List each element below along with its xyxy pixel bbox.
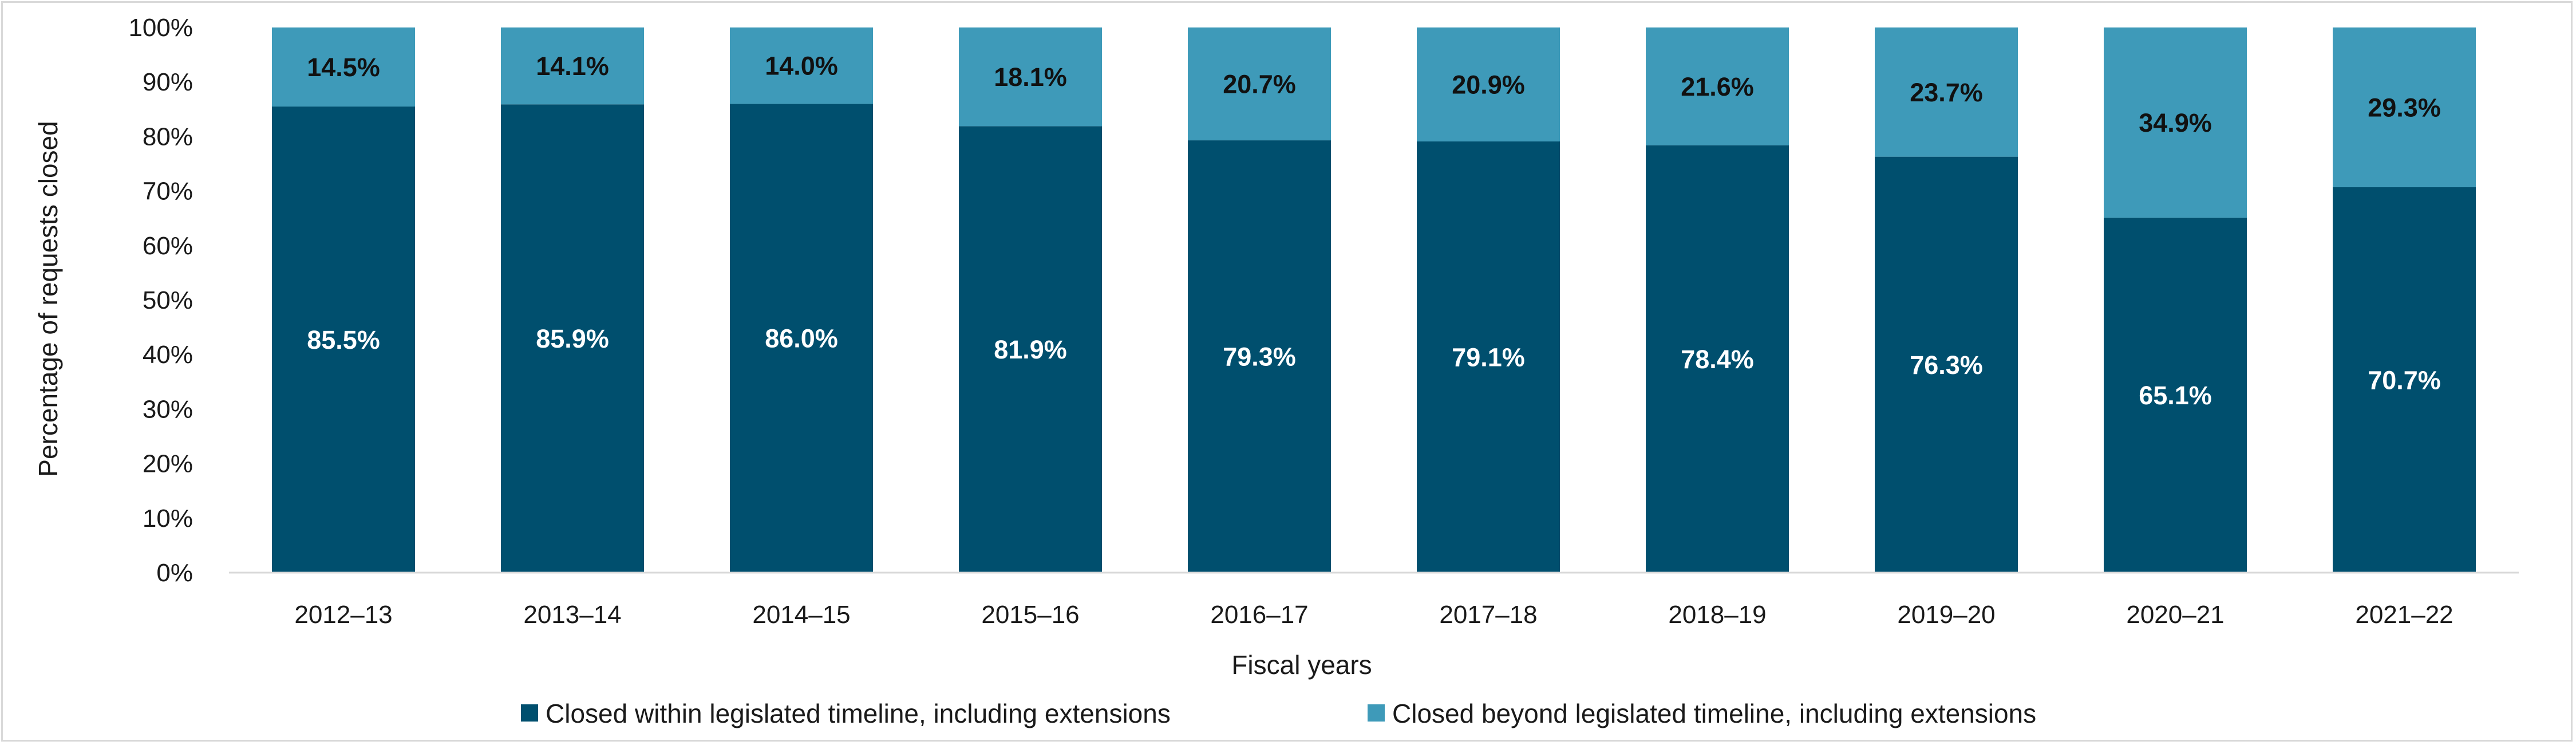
bar-beyond-timeline xyxy=(1875,27,2018,157)
data-label-within: 79.1% xyxy=(1452,342,1525,372)
bar-within-timeline xyxy=(1646,145,1789,573)
bar-within-timeline xyxy=(1875,156,2018,573)
data-label-beyond: 14.1% xyxy=(536,52,609,81)
bar-within-timeline xyxy=(2333,187,2476,573)
data-label-beyond: 20.7% xyxy=(1223,70,1296,99)
x-tick-label: 2017–18 xyxy=(1439,601,1537,629)
bar-within-timeline xyxy=(1188,140,1331,573)
bar-within-timeline xyxy=(2104,218,2247,573)
bar-beyond-timeline xyxy=(2104,27,2247,218)
x-tick-label: 2016–17 xyxy=(1210,601,1308,629)
x-tick-label: 2018–19 xyxy=(1668,601,1766,629)
y-tick-label: 80% xyxy=(143,123,193,151)
bar-beyond-timeline xyxy=(1646,27,1789,145)
y-tick-label: 0% xyxy=(156,559,193,587)
legend-label-beyond: Closed beyond legislated timeline, inclu… xyxy=(1392,699,2036,728)
data-label-beyond: 14.5% xyxy=(307,53,380,82)
data-label-within: 76.3% xyxy=(1910,350,1983,380)
y-tick-label: 20% xyxy=(143,450,193,478)
legend-swatch-within xyxy=(521,704,538,722)
data-label-within: 85.9% xyxy=(536,324,609,353)
x-tick-label: 2012–13 xyxy=(294,601,392,629)
y-tick-label: 90% xyxy=(143,68,193,96)
data-label-beyond: 18.1% xyxy=(994,62,1067,92)
y-tick-label: 70% xyxy=(143,178,193,206)
x-tick-label: 2015–16 xyxy=(981,601,1079,629)
y-axis-ticks: 0% 10% 20% 30% 40% 50% 60% 70% 80% 90% 100% xyxy=(128,14,193,587)
data-label-within: 86.0% xyxy=(765,324,838,353)
bar-within-timeline xyxy=(959,126,1102,573)
legend-label-within: Closed within legislated timeline, inclu… xyxy=(546,699,1171,728)
data-label-beyond: 29.3% xyxy=(2368,93,2441,122)
data-label-within: 81.9% xyxy=(994,335,1067,364)
bar-within-timeline xyxy=(1417,141,1560,573)
x-tick-label: 2021–22 xyxy=(2355,601,2453,629)
x-tick-label: 2014–15 xyxy=(752,601,850,629)
bar-beyond-timeline xyxy=(1417,27,1560,141)
data-label-within: 65.1% xyxy=(2139,381,2212,410)
y-tick-label: 60% xyxy=(143,232,193,260)
bars: 85.5% 14.5% 85.9% 14.1% 86.0% 14.0% 81.9% 18.1%… xyxy=(272,27,2476,573)
bar-beyond-timeline xyxy=(272,27,415,107)
x-tick-label: 2019–20 xyxy=(1897,601,1995,629)
y-tick-label: 100% xyxy=(128,14,193,42)
bar-within-timeline xyxy=(272,107,415,573)
y-tick-label: 50% xyxy=(143,286,193,314)
data-label-within: 79.3% xyxy=(1223,342,1296,372)
y-axis-title: Percentage of requests closed xyxy=(33,121,63,476)
bar-beyond-timeline xyxy=(730,27,873,104)
y-tick-label: 30% xyxy=(143,395,193,423)
bar-beyond-timeline xyxy=(501,27,644,105)
bar-beyond-timeline xyxy=(1188,27,1331,141)
x-axis-title: Fiscal years xyxy=(1231,650,1372,680)
legend: Closed within legislated timeline, inclu… xyxy=(521,699,2036,728)
data-label-within: 70.7% xyxy=(2368,365,2441,395)
bar-within-timeline xyxy=(730,104,873,573)
data-label-beyond: 21.6% xyxy=(1681,72,1754,101)
data-label-beyond: 34.9% xyxy=(2139,108,2212,137)
y-tick-label: 40% xyxy=(143,341,193,369)
x-tick-label: 2020–21 xyxy=(2126,601,2224,629)
x-tick-label: 2013–14 xyxy=(523,601,621,629)
legend-swatch-beyond xyxy=(1368,704,1385,722)
bar-beyond-timeline xyxy=(959,27,1102,127)
data-label-beyond: 14.0% xyxy=(765,52,838,81)
data-label-within: 85.5% xyxy=(307,325,380,354)
data-label-beyond: 20.9% xyxy=(1452,70,1525,99)
data-label-within: 78.4% xyxy=(1681,345,1754,374)
x-axis-ticks: 2012–13 2013–14 2014–15 2015–16 2016–17 2017–… xyxy=(294,601,2453,629)
y-tick-label: 10% xyxy=(143,504,193,533)
data-label-beyond: 23.7% xyxy=(1910,78,1983,107)
bar-within-timeline xyxy=(501,104,644,573)
bar-beyond-timeline xyxy=(2333,27,2476,187)
